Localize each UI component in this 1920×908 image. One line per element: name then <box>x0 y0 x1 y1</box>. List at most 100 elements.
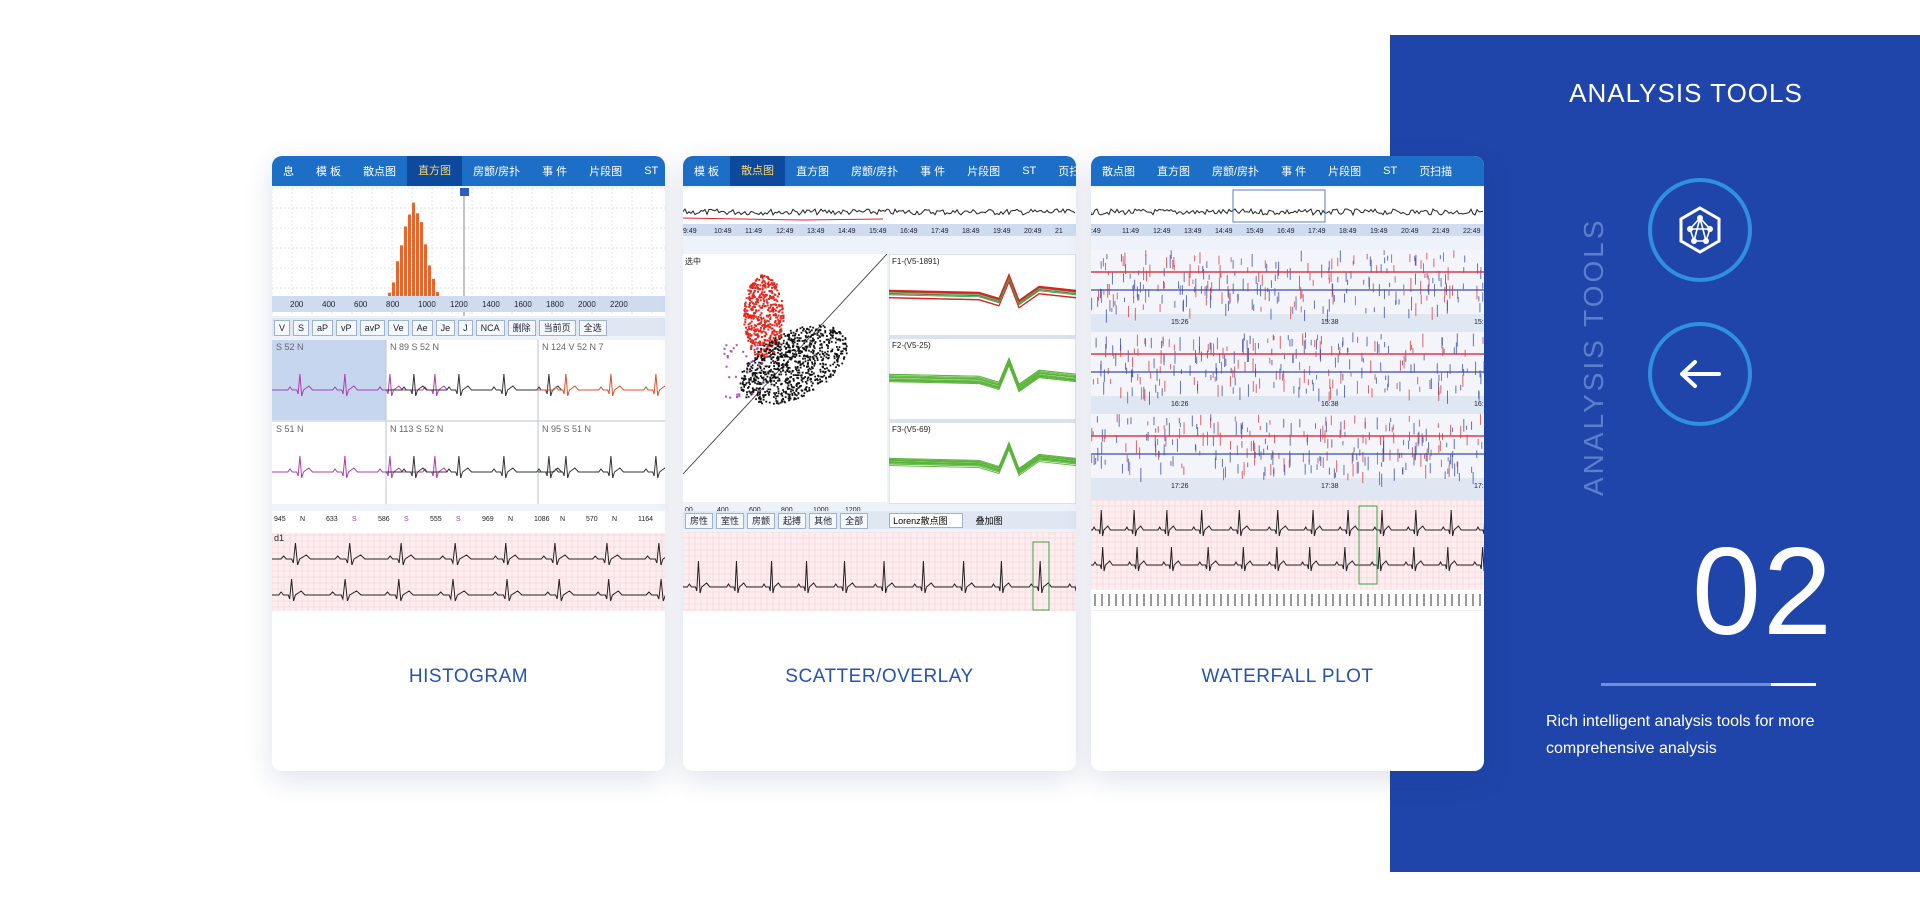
tab-item[interactable]: 页扫描 <box>1058 166 1076 178</box>
tab-item[interactable]: 直方图 <box>1157 166 1190 178</box>
axis-tick-label: 1000 <box>418 300 436 309</box>
tab-item[interactable]: 事 件 <box>542 166 568 178</box>
tab-item[interactable]: 片段图 <box>1328 166 1362 178</box>
scatter-point <box>776 355 779 358</box>
filter-button[interactable]: 室性 <box>716 513 745 529</box>
tab-item[interactable]: 息 <box>283 166 294 178</box>
scatter-point <box>773 342 776 345</box>
tab-item[interactable]: 房颤/房扑 <box>851 166 899 178</box>
scatter-point <box>797 392 800 395</box>
scatter-point <box>752 302 755 305</box>
scatter-point <box>753 289 756 292</box>
scatter-point <box>788 367 791 369</box>
waterfall-mark <box>1223 468 1225 481</box>
filter-button[interactable]: 当前页 <box>538 320 576 336</box>
scatter-point <box>763 350 766 353</box>
tab-item[interactable]: 直方图 <box>796 166 830 178</box>
tab-item[interactable]: ST <box>1022 165 1037 177</box>
scatter-point <box>758 278 761 281</box>
scatter-point <box>778 331 781 334</box>
scatter-point <box>789 350 792 353</box>
waterfall-mark <box>1129 273 1131 279</box>
waterfall-mark <box>1279 335 1281 349</box>
waterfall-mark <box>1362 452 1364 463</box>
waterfall-mark <box>1392 424 1394 431</box>
filter-button[interactable]: S <box>293 320 310 336</box>
tab-item[interactable]: 片段图 <box>967 166 1001 178</box>
overlay-checkbox[interactable]: 叠加图 <box>975 515 1003 526</box>
scatter-point <box>821 350 824 353</box>
scatter-point <box>774 298 777 301</box>
histogram-bar <box>408 214 411 310</box>
scatter-point <box>749 322 752 325</box>
filter-button[interactable]: Je <box>435 320 456 336</box>
scatter-point <box>769 334 772 337</box>
scatter-point <box>756 347 759 350</box>
tab-item[interactable]: 片段图 <box>589 166 623 178</box>
filter-button[interactable]: 房颤 <box>747 513 776 529</box>
tab-item[interactable]: 房颤/房扑 <box>1212 166 1260 178</box>
scatter-point <box>774 293 777 296</box>
filter-button[interactable]: Ve <box>388 320 409 336</box>
filter-button[interactable]: NCA <box>475 320 505 336</box>
waterfall-mark <box>1403 439 1405 446</box>
scatter-point <box>755 303 758 306</box>
tab-item[interactable]: 页扫描 <box>1419 166 1453 178</box>
waterfall-mark <box>1104 429 1106 439</box>
tab-item[interactable]: 模 板 <box>694 166 720 178</box>
back-button[interactable] <box>1648 322 1752 426</box>
filter-button[interactable]: 房性 <box>685 513 714 529</box>
filter-button[interactable]: Ae <box>411 320 433 336</box>
time-label: 14:49 <box>838 228 856 235</box>
waterfall-mark <box>1480 267 1482 273</box>
waterfall-mark <box>1426 252 1428 260</box>
plot-type-dropdown[interactable]: Lorenz散点图 <box>889 512 963 528</box>
scatter-point <box>776 289 779 292</box>
waterfall-mark <box>1254 451 1256 459</box>
waterfall-mark <box>1174 300 1176 308</box>
card-histogram[interactable]: 息模 板散点图 直方图 房颤/房扑事 件片段图 ST 200 400 600 800 1000… <box>272 156 665 771</box>
scatter-point <box>805 328 808 330</box>
card-waterfall[interactable]: 散点图 直方图 房颤/房扑事 件片段图 ST 页扫描 :49 11:49 12:49 13:4… <box>1091 156 1484 771</box>
tab-item[interactable]: 事 件 <box>1281 166 1307 178</box>
filter-button[interactable]: 全部 <box>840 513 869 529</box>
network-button[interactable] <box>1648 178 1752 282</box>
overlay-trace <box>889 442 1076 471</box>
scatter-point <box>823 354 826 357</box>
filter-button[interactable]: vP <box>336 320 357 336</box>
waterfall-mark <box>1352 451 1354 462</box>
scatter-point <box>768 344 771 346</box>
tab-item[interactable]: 模 板 <box>316 166 342 178</box>
filter-button[interactable]: aP <box>312 320 334 336</box>
scatter-point <box>761 357 764 360</box>
tab-item[interactable]: 房颤/房扑 <box>473 166 521 178</box>
scatter-point <box>754 312 757 315</box>
waterfall-mark <box>1302 294 1304 303</box>
scatter-point <box>774 337 777 339</box>
tab-item[interactable]: 散点图 <box>730 156 786 186</box>
tab-item[interactable]: 散点图 <box>1102 166 1135 178</box>
scatter-point <box>771 292 774 295</box>
filter-button[interactable]: 全选 <box>578 320 607 336</box>
waterfall-mark <box>1403 284 1405 290</box>
waterfall-mark <box>1155 428 1157 433</box>
scatter-point <box>749 297 752 300</box>
filter-button[interactable]: V <box>274 320 291 336</box>
tab-item[interactable]: 事 件 <box>920 166 946 178</box>
filter-button[interactable]: 删除 <box>507 320 536 336</box>
tab-item[interactable]: ST <box>1383 165 1398 177</box>
waterfall-mark <box>1166 417 1168 426</box>
filter-button[interactable]: 起搏 <box>778 513 807 529</box>
scatter-point <box>833 361 836 364</box>
filter-button[interactable]: J <box>458 320 473 336</box>
tab-item[interactable]: 直方图 <box>407 156 463 186</box>
filter-button[interactable]: avP <box>359 320 386 336</box>
filter-button[interactable]: 其他 <box>809 513 838 529</box>
tab-item[interactable]: ST <box>644 165 659 177</box>
waterfall-mark <box>1205 369 1207 378</box>
tab-item[interactable]: 散点图 <box>363 166 397 178</box>
waterfall-mark <box>1139 376 1141 385</box>
scatter-point <box>777 292 780 295</box>
waterfall-mark <box>1299 377 1301 390</box>
